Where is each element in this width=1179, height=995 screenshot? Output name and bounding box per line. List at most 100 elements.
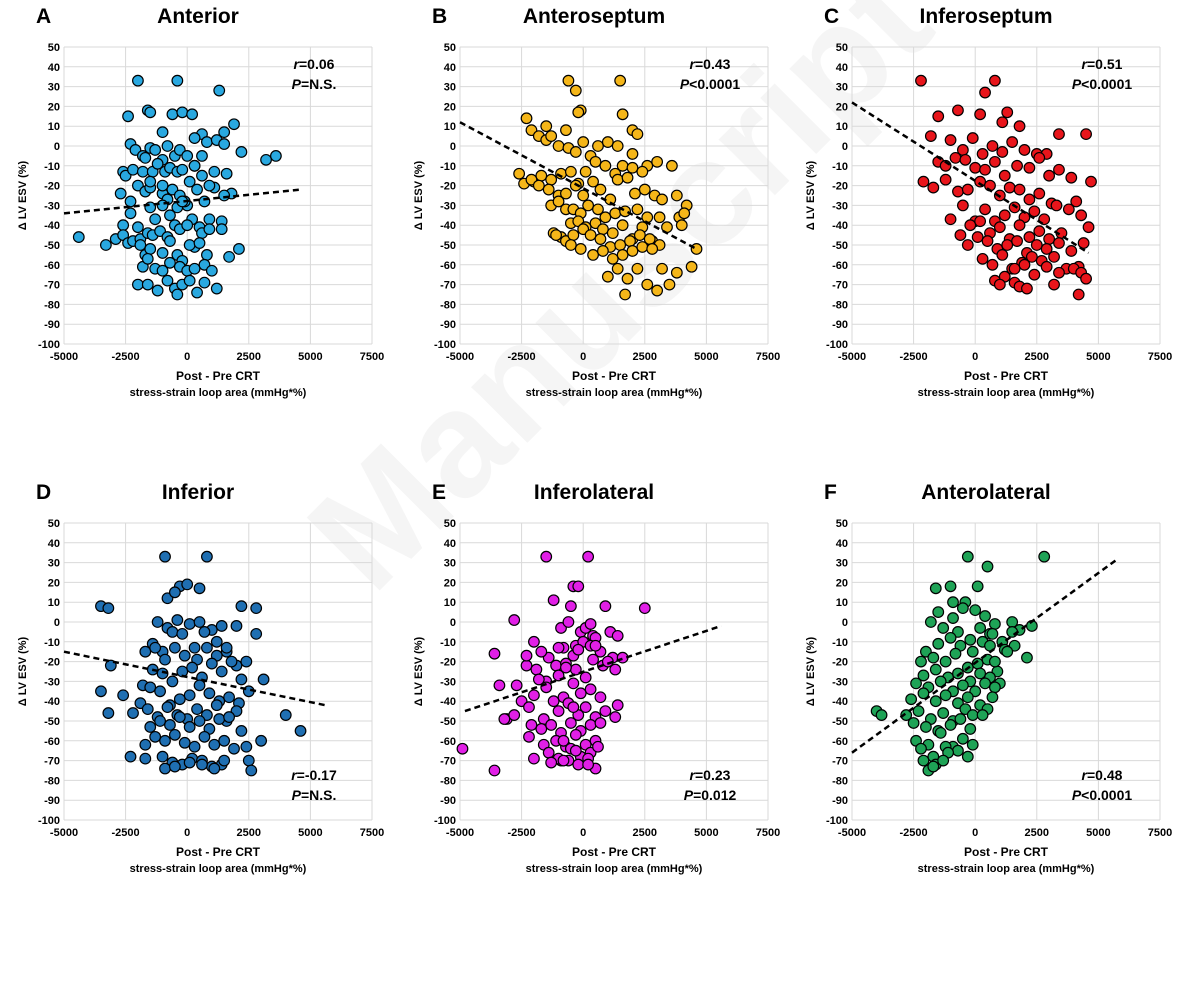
data-point [164, 209, 176, 222]
data-point [171, 288, 184, 301]
panel-title: Inferoseptum [919, 5, 1052, 28]
data-point [151, 157, 164, 170]
data-point [196, 758, 208, 771]
data-point [279, 709, 292, 721]
x-tick-label: 2500 [633, 351, 657, 363]
y-tick-label: -100 [826, 815, 848, 827]
data-point [149, 144, 162, 156]
data-point [540, 120, 553, 133]
x-tick-label: -5000 [446, 351, 474, 363]
data-point [1040, 260, 1053, 273]
data-point [159, 734, 171, 747]
y-tick-label: -40 [44, 220, 60, 232]
trend-line [63, 650, 326, 707]
data-point [979, 86, 991, 99]
y-axis-label: Δ LV ESV (%) [17, 636, 29, 706]
y-tick-label: -50 [832, 716, 848, 728]
data-point [981, 560, 994, 573]
x-tick-label: 2500 [237, 827, 261, 839]
data-point [560, 661, 572, 674]
y-tick-label: -80 [440, 775, 456, 787]
data-point [572, 580, 585, 593]
data-point [599, 705, 612, 717]
data-point [156, 264, 169, 277]
data-point [149, 213, 162, 226]
p-stat: P<0.0001 [1072, 787, 1133, 803]
y-axis-label: Δ LV ESV (%) [17, 160, 29, 230]
y-tick-label: 30 [836, 558, 848, 570]
data-point [927, 760, 940, 773]
data-point [1040, 243, 1053, 255]
data-point [616, 219, 629, 232]
data-point [141, 703, 154, 716]
data-point [235, 600, 248, 613]
data-point [151, 616, 164, 628]
data-point [201, 550, 213, 563]
data-point [193, 582, 206, 595]
data-point [932, 637, 945, 650]
data-point [223, 250, 235, 263]
data-point [136, 165, 149, 178]
data-point [964, 633, 977, 646]
data-point [488, 764, 501, 777]
data-point [532, 673, 545, 686]
data-point [183, 689, 196, 702]
data-point [164, 235, 176, 247]
data-point [156, 247, 169, 259]
data-point [203, 179, 216, 192]
data-point [907, 717, 920, 729]
data-point [201, 136, 213, 148]
data-point [542, 746, 555, 759]
data-point [210, 635, 223, 648]
data-point [122, 110, 134, 123]
data-point [240, 740, 253, 753]
data-point [242, 754, 255, 767]
data-point [178, 736, 191, 749]
data-point [582, 199, 595, 212]
data-point [552, 705, 565, 717]
y-tick-label: 0 [54, 617, 60, 629]
data-point [1053, 266, 1065, 279]
panel-title: Inferolateral [534, 481, 654, 504]
data-point [606, 227, 619, 240]
data-point [545, 130, 558, 143]
data-point [592, 140, 604, 152]
data-point [547, 594, 560, 607]
y-tick-label: -100 [38, 815, 60, 827]
data-point [205, 657, 218, 670]
data-point [638, 183, 651, 196]
data-point [638, 602, 651, 615]
data-point [572, 643, 585, 656]
trend-line [459, 121, 698, 251]
data-point [944, 719, 957, 731]
data-point [969, 161, 982, 174]
data-point [954, 713, 967, 725]
data-point [670, 189, 683, 202]
y-tick-label: -60 [440, 260, 456, 272]
y-tick-label: 30 [444, 558, 456, 570]
data-point [523, 730, 535, 743]
x-tick-label: 2500 [1025, 827, 1049, 839]
data-point [552, 140, 565, 152]
y-tick-label: 30 [444, 82, 456, 94]
data-point [1033, 225, 1046, 238]
x-axis-label-line2: stress-strain loop area (mmHg*%) [918, 387, 1095, 399]
data-point [223, 691, 235, 704]
x-tick-label: 0 [580, 351, 586, 363]
data-point [915, 74, 927, 87]
data-point [156, 126, 169, 139]
data-point [1043, 169, 1056, 182]
data-point [597, 245, 609, 257]
data-point [663, 278, 676, 291]
y-tick-label: -50 [440, 716, 456, 728]
x-axis-label-line2: stress-strain loop area (mmHg*%) [918, 863, 1095, 875]
data-point [193, 679, 206, 692]
data-point [1018, 144, 1031, 156]
data-point [173, 693, 186, 706]
data-point [961, 239, 974, 251]
y-axis-label: Δ LV ESV (%) [805, 636, 817, 706]
data-point [633, 229, 646, 242]
data-point [508, 614, 521, 626]
data-point [550, 229, 562, 242]
data-point [545, 756, 558, 769]
